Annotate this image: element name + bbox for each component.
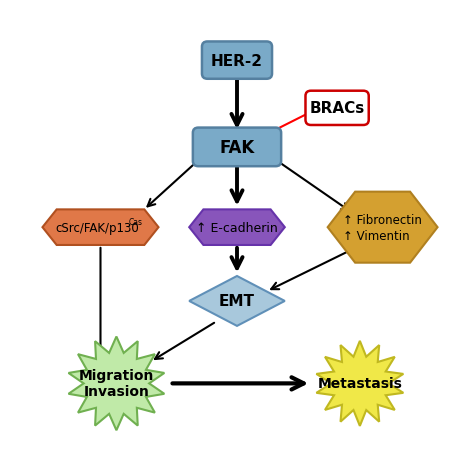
Polygon shape: [189, 276, 285, 326]
Polygon shape: [69, 337, 164, 430]
Polygon shape: [316, 341, 403, 426]
FancyBboxPatch shape: [193, 128, 281, 167]
Polygon shape: [328, 192, 438, 263]
Text: EMT: EMT: [219, 294, 255, 309]
Text: cSrc/FAK/p130: cSrc/FAK/p130: [55, 221, 139, 234]
Polygon shape: [189, 210, 285, 245]
Text: Metastasis: Metastasis: [318, 377, 402, 391]
Polygon shape: [43, 210, 158, 245]
FancyBboxPatch shape: [202, 42, 272, 79]
Text: ↑ E-cadherin: ↑ E-cadherin: [196, 221, 278, 234]
Text: FAK: FAK: [219, 138, 255, 156]
Text: ↑ Fibronectin
↑ Vimentin: ↑ Fibronectin ↑ Vimentin: [343, 213, 422, 242]
Text: BRACs: BRACs: [310, 101, 365, 116]
Text: Cas: Cas: [128, 217, 143, 226]
Text: Migration
Invasion: Migration Invasion: [79, 368, 154, 399]
Text: HER-2: HER-2: [211, 54, 263, 69]
FancyBboxPatch shape: [305, 92, 369, 126]
